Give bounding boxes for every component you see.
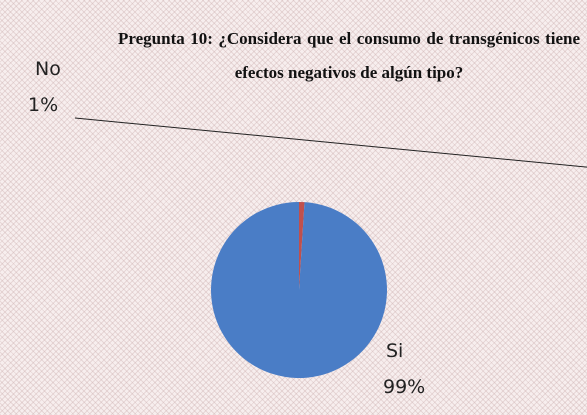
- pie-slice: [299, 202, 305, 290]
- slice-label: No: [35, 58, 61, 80]
- slice-label: Si: [386, 340, 403, 362]
- slice-value-label: 1%: [28, 94, 58, 116]
- leader-line: [74, 117, 587, 168]
- chart-title: Pregunta 10: ¿Considera que el consumo d…: [118, 29, 580, 82]
- pie-slice: [210, 202, 387, 379]
- slice-value-label: 99%: [383, 376, 425, 398]
